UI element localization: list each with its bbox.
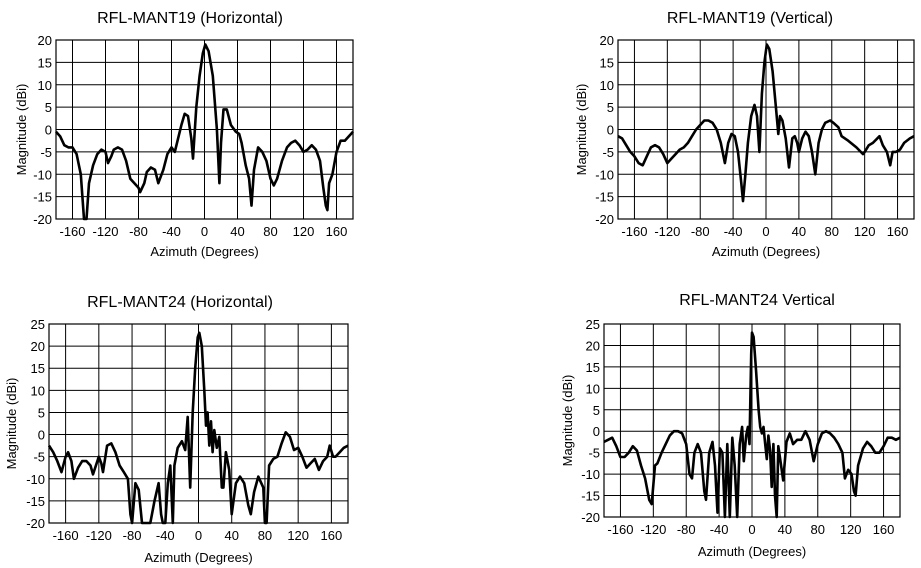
y-tick-label: -10 <box>33 167 52 182</box>
x-tick-label: 120 <box>854 224 876 239</box>
x-tick-label: 160 <box>887 224 909 239</box>
chart-2: RFL-MANT19 (Vertical) -160 -120 -80 -40 0 40 80… <box>574 10 915 259</box>
y-tick-label: -15 <box>26 494 45 509</box>
y-tick-label: -5 <box>602 145 614 160</box>
chart-title: RFL-MANT24 Vertical <box>679 292 835 309</box>
y-tick-label: -15 <box>33 190 52 205</box>
plot-frame <box>55 39 354 220</box>
y-axis-label: Magnitude (dBi) <box>4 378 19 470</box>
x-tick-label: -40 <box>156 528 175 543</box>
x-tick-label: -120 <box>654 224 680 239</box>
x-tick-label: 120 <box>287 528 309 543</box>
x-tick-label: 40 <box>792 224 806 239</box>
x-tick-label: 40 <box>224 528 238 543</box>
x-tick-label: -40 <box>710 522 729 537</box>
x-tick-label: 160 <box>321 528 343 543</box>
y-tick-label: -20 <box>595 212 614 227</box>
y-tick-label: 15 <box>586 360 600 375</box>
y-tick-label: 5 <box>607 100 614 115</box>
x-tick-label: -120 <box>86 528 112 543</box>
x-tick-label: -80 <box>691 224 710 239</box>
y-tick-label: -20 <box>581 510 600 525</box>
x-tick-label: 80 <box>825 224 839 239</box>
x-tick-label: 0 <box>762 224 769 239</box>
y-tick-label: 25 <box>31 317 45 332</box>
x-tick-label: -40 <box>162 224 181 239</box>
y-tick-label: -15 <box>595 190 614 205</box>
y-tick-label: -10 <box>595 167 614 182</box>
y-axis-label: Magnitude (dBi) <box>574 84 589 176</box>
y-tick-label: 15 <box>38 55 52 70</box>
x-tick-label: 80 <box>811 522 825 537</box>
y-tick-label: -15 <box>581 489 600 504</box>
x-axis-label: Azimuth (Degrees) <box>150 244 258 259</box>
y-tick-label: 25 <box>586 317 600 332</box>
x-tick-label: -120 <box>92 224 118 239</box>
y-tick-label: 15 <box>600 55 614 70</box>
y-tick-label: 20 <box>38 33 52 48</box>
series-line-vertical <box>603 331 901 519</box>
series-line-horizontal <box>47 331 349 525</box>
x-tick-label: 160 <box>873 522 895 537</box>
y-tick-label: -10 <box>581 467 600 482</box>
y-tick-label: -20 <box>33 212 52 227</box>
y-tick-label: 5 <box>593 403 600 418</box>
chart-title: RFL-MANT19 (Vertical) <box>667 10 833 27</box>
plot-frame <box>617 39 915 220</box>
y-tick-label: -5 <box>588 446 600 461</box>
x-tick-label: -80 <box>129 224 148 239</box>
x-tick-label: -160 <box>621 224 647 239</box>
y-axis-label: Magnitude (dBi) <box>560 375 575 467</box>
y-tick-label: 20 <box>600 33 614 48</box>
y-tick-label: 20 <box>31 339 45 354</box>
y-tick-label: 10 <box>38 78 52 93</box>
y-tick-label: 10 <box>586 381 600 396</box>
x-axis-label: Azimuth (Degrees) <box>698 544 806 559</box>
y-tick-label: 0 <box>45 123 52 138</box>
chart-title: RFL-MANT19 (Horizontal) <box>97 10 283 27</box>
y-tick-label: 0 <box>607 123 614 138</box>
x-tick-label: 0 <box>195 528 202 543</box>
chart-title: RFL-MANT24 (Horizontal) <box>87 294 273 311</box>
x-axis-label: Azimuth (Degrees) <box>712 244 820 259</box>
x-tick-label: 80 <box>258 528 272 543</box>
plot-frame <box>48 323 349 524</box>
x-tick-label: -160 <box>607 522 633 537</box>
y-tick-label: 0 <box>593 424 600 439</box>
chart-4: RFL-MANT24 Vertical -160 -120 -80 -40 0 40 80 12… <box>560 292 901 559</box>
x-tick-label: 120 <box>293 224 315 239</box>
y-tick-label: -10 <box>26 472 45 487</box>
x-tick-label: 40 <box>778 522 792 537</box>
chart-1: RFL-MANT19 (Horizontal) -160 -120 -80 -40 0 40… <box>14 10 354 259</box>
x-axis-label: Azimuth (Degrees) <box>144 550 252 565</box>
x-tick-label: -40 <box>724 224 743 239</box>
x-tick-label: -120 <box>640 522 666 537</box>
y-tick-label: -20 <box>26 516 45 531</box>
y-tick-label: 10 <box>600 78 614 93</box>
x-tick-label: 0 <box>201 224 208 239</box>
x-tick-label: -160 <box>59 224 85 239</box>
x-tick-label: -160 <box>53 528 79 543</box>
y-tick-label: 5 <box>38 405 45 420</box>
series-line-horizontal <box>55 43 354 221</box>
y-tick-label: 0 <box>38 428 45 443</box>
plot-frame <box>603 323 901 518</box>
y-axis-label: Magnitude (dBi) <box>14 84 29 176</box>
chart-3: RFL-MANT24 (Horizontal) -160 -120 -80 -40 0 40… <box>4 294 349 565</box>
x-tick-label: 40 <box>230 224 244 239</box>
x-tick-label: -80 <box>123 528 142 543</box>
x-tick-label: -80 <box>677 522 696 537</box>
y-tick-label: -5 <box>40 145 52 160</box>
y-tick-label: 20 <box>586 338 600 353</box>
x-tick-label: 160 <box>326 224 348 239</box>
x-tick-label: 120 <box>840 522 862 537</box>
series-line-vertical <box>617 43 915 203</box>
x-tick-label: 80 <box>263 224 277 239</box>
y-tick-label: 10 <box>31 383 45 398</box>
x-tick-label: 0 <box>748 522 755 537</box>
y-tick-label: 15 <box>31 361 45 376</box>
y-tick-label: 5 <box>45 100 52 115</box>
y-tick-label: -5 <box>33 450 45 465</box>
